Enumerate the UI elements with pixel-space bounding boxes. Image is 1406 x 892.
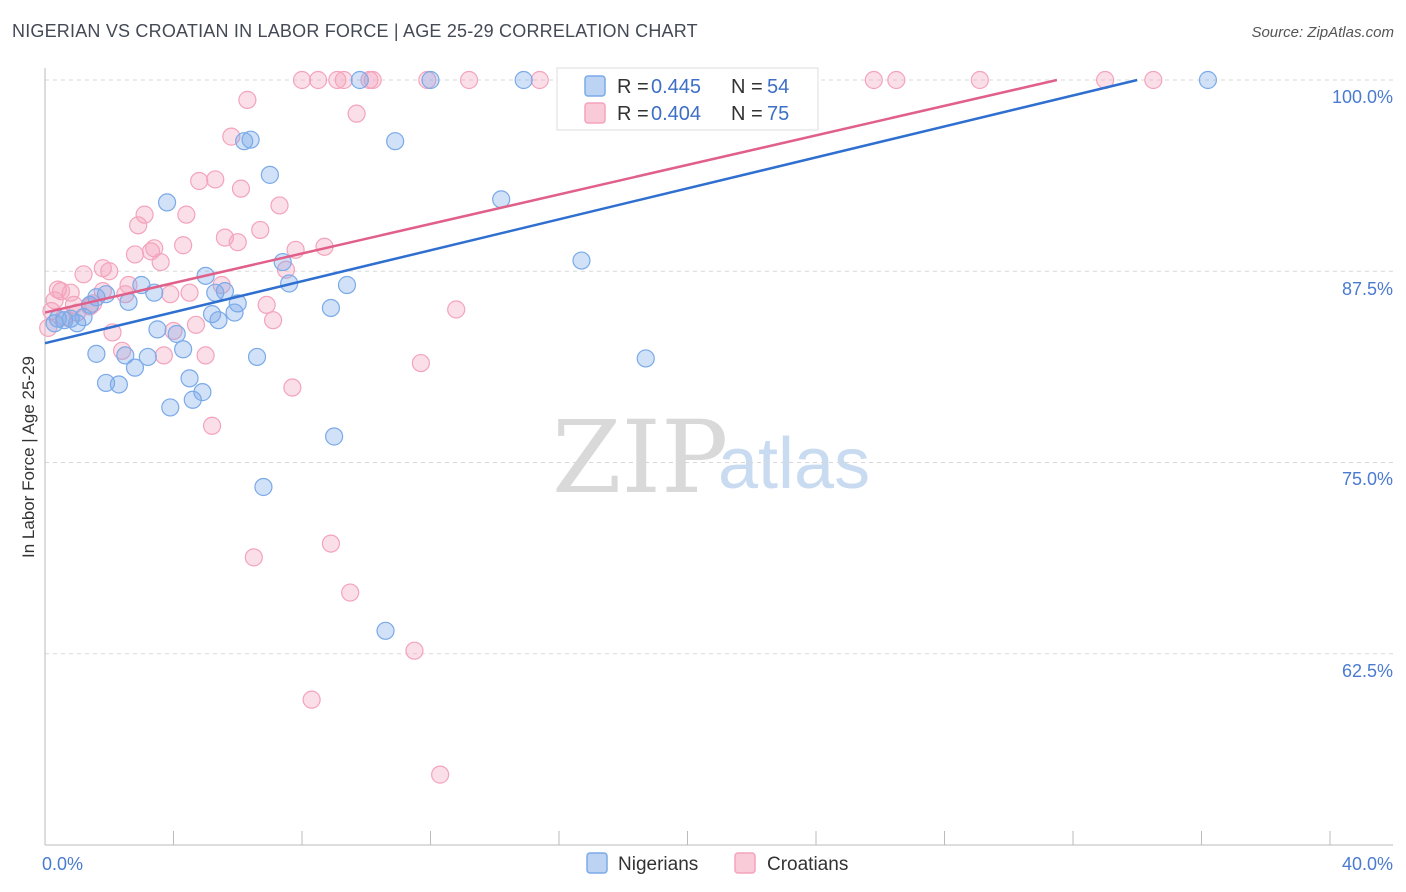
croatian-point (322, 535, 339, 552)
bottom-legend-swatch-nigerians (587, 853, 607, 873)
nigerian-point (1199, 72, 1216, 89)
nigerian-point (139, 348, 156, 365)
legend-r-value: 0.445 (651, 76, 701, 98)
nigerian-point (255, 478, 272, 495)
legend-swatch-croatians (585, 103, 605, 123)
bottom-legend-nigerians: Nigerians (618, 854, 698, 875)
croatian-point (461, 72, 478, 89)
nigerian-point (637, 350, 654, 367)
legend-r-label: R = (617, 103, 649, 125)
croatian-point (181, 284, 198, 301)
nigerian-point (194, 384, 211, 401)
croatian-point (252, 221, 269, 238)
croatian-point (432, 766, 449, 783)
nigerian-point (242, 131, 259, 148)
croatian-point (303, 691, 320, 708)
nigerian-point (326, 428, 343, 445)
croatian-point (232, 180, 249, 197)
nigerian-point (181, 370, 198, 387)
legend-n-label: N = (731, 103, 763, 125)
stats-legend: R = 0.445 N = 54 R = 0.404 N = 75 (557, 68, 818, 130)
croatian-point (412, 355, 429, 372)
scatter-chart: ZIP atlas 100.0% 87.5% 75.0% 62.5% 0.0% … (0, 0, 1406, 892)
nigerian-point (110, 376, 127, 393)
legend-n-label: N = (731, 76, 763, 98)
croatian-point (342, 584, 359, 601)
x-axis-ticks (45, 831, 1330, 845)
series-nigerians (46, 72, 1216, 640)
croatian-point (971, 72, 988, 89)
nigerian-point (168, 325, 185, 342)
croatian-point (101, 263, 118, 280)
y-axis-label: In Labor Force | Age 25-29 (19, 356, 38, 558)
series-legend: Nigerians Croatians (587, 853, 848, 875)
croatian-point (207, 171, 224, 188)
croatian-point (335, 72, 352, 89)
croatian-point (258, 296, 275, 313)
nigerian-point (175, 341, 192, 358)
nigerian-point (159, 194, 176, 211)
nigerian-point (377, 622, 394, 639)
y-tick-label: 100.0% (1332, 87, 1393, 107)
nigerian-point (216, 283, 233, 300)
croatian-point (448, 301, 465, 318)
croatians-trend-line (45, 80, 1057, 313)
bottom-legend-swatch-croatians (735, 853, 755, 873)
nigerian-point (162, 399, 179, 416)
croatian-point (75, 266, 92, 283)
croatian-point (348, 105, 365, 122)
nigerian-point (322, 299, 339, 316)
croatian-point (239, 91, 256, 108)
x-tick-label-min: 0.0% (42, 854, 83, 874)
croatian-point (204, 417, 221, 434)
croatian-point (175, 237, 192, 254)
nigerian-point (338, 277, 355, 294)
croatian-point (294, 72, 311, 89)
croatian-point (284, 379, 301, 396)
x-tick-label-max: 40.0% (1342, 854, 1393, 874)
nigerian-point (249, 348, 266, 365)
nigerian-point (387, 133, 404, 150)
nigerian-point (351, 72, 368, 89)
nigerian-point (573, 252, 590, 269)
legend-r-value: 0.404 (651, 103, 701, 125)
croatian-point (136, 206, 153, 223)
croatian-point (265, 312, 282, 329)
croatian-point (865, 72, 882, 89)
croatian-point (178, 206, 195, 223)
y-tick-label: 75.0% (1342, 469, 1393, 489)
bottom-legend-croatians: Croatians (767, 854, 848, 875)
watermark-zip: ZIP (552, 399, 728, 516)
nigerian-point (149, 321, 166, 338)
croatian-point (197, 347, 214, 364)
nigerian-point (261, 166, 278, 183)
grid-lines (45, 80, 1393, 654)
nigerian-point (210, 312, 227, 329)
y-tick-label: 87.5% (1342, 279, 1393, 299)
croatian-point (406, 642, 423, 659)
croatian-point (1145, 72, 1162, 89)
legend-r-label: R = (617, 76, 649, 98)
watermark-atlas: atlas (718, 424, 870, 504)
nigerian-point (422, 72, 439, 89)
croatian-point (888, 72, 905, 89)
y-tick-label: 62.5% (1342, 661, 1393, 681)
legend-n-value: 75 (767, 103, 789, 125)
croatian-point (229, 234, 246, 251)
croatian-point (155, 347, 172, 364)
croatian-point (310, 72, 327, 89)
legend-swatch-nigerians (585, 76, 605, 96)
nigerian-point (88, 345, 105, 362)
croatian-point (271, 197, 288, 214)
croatian-point (187, 316, 204, 333)
croatian-point (245, 549, 262, 566)
legend-n-value: 54 (767, 76, 789, 98)
croatian-point (126, 246, 143, 263)
croatian-point (191, 172, 208, 189)
croatian-point (531, 72, 548, 89)
nigerian-point (515, 72, 532, 89)
croatian-point (152, 254, 169, 271)
croatian-point (162, 286, 179, 303)
